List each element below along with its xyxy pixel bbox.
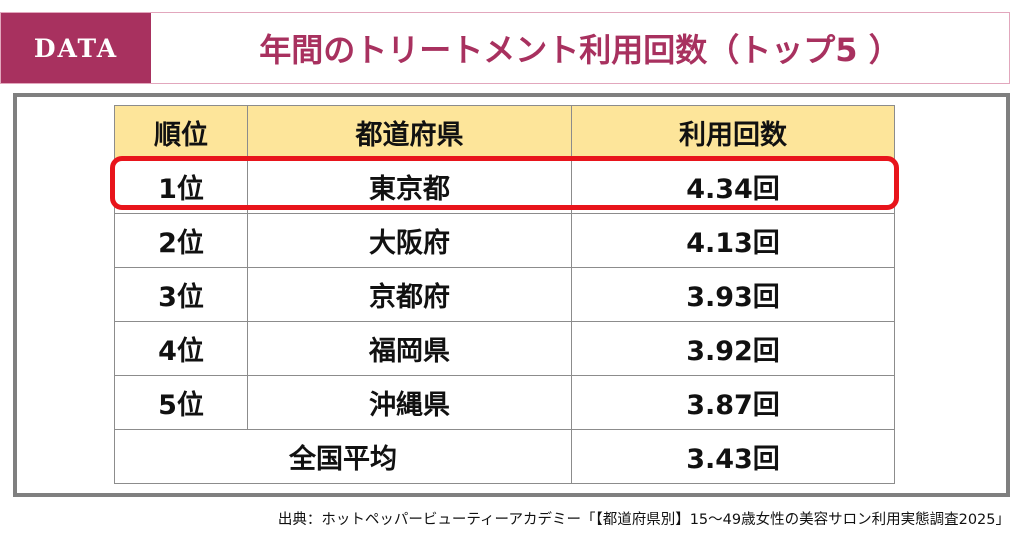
national-average-row: 全国平均 3.43回 (114, 429, 895, 484)
table-header-row: 順位 都道府県 利用回数 (114, 105, 895, 160)
rank-cell: 5位 (114, 375, 248, 430)
prefecture-cell: 京都府 (247, 267, 572, 322)
rank-cell: 3位 (114, 267, 248, 322)
source-citation: 出典：ホットペッパービューティーアカデミー「【都道府県別】15～49歳女性の美容… (277, 512, 1010, 528)
column-header-count: 利用回数 (571, 105, 895, 160)
ranking-table: 順位 都道府県 利用回数 1位 東京都 4.34回 2位 大阪府 4.13回 3… (114, 105, 895, 484)
average-label-cell: 全国平均 (114, 429, 572, 484)
count-cell: 4.34回 (571, 159, 895, 214)
table-row: 2位 大阪府 4.13回 (114, 213, 895, 268)
count-cell: 3.92回 (571, 321, 895, 376)
rank-cell: 1位 (114, 159, 248, 214)
rank-cell: 4位 (114, 321, 248, 376)
data-label-tag: DATA (1, 13, 151, 83)
table-row: 5位 沖縄県 3.87回 (114, 375, 895, 430)
column-header-rank: 順位 (114, 105, 248, 160)
table-row: 4位 福岡県 3.92回 (114, 321, 895, 376)
rank-cell: 2位 (114, 213, 248, 268)
count-cell: 4.13回 (571, 213, 895, 268)
table-row: 1位 東京都 4.34回 (114, 159, 895, 214)
page-title: 年間のトリートメント利用回数（トップ5 ） (259, 31, 901, 69)
prefecture-cell: 東京都 (247, 159, 572, 214)
prefecture-cell: 大阪府 (247, 213, 572, 268)
count-cell: 3.87回 (571, 375, 895, 430)
column-header-prefecture: 都道府県 (247, 105, 572, 160)
average-count-cell: 3.43回 (571, 429, 895, 484)
title-banner: DATA 年間のトリートメント利用回数（トップ5 ） (0, 12, 1010, 84)
prefecture-cell: 福岡県 (247, 321, 572, 376)
table-row: 3位 京都府 3.93回 (114, 267, 895, 322)
count-cell: 3.93回 (571, 267, 895, 322)
prefecture-cell: 沖縄県 (247, 375, 572, 430)
